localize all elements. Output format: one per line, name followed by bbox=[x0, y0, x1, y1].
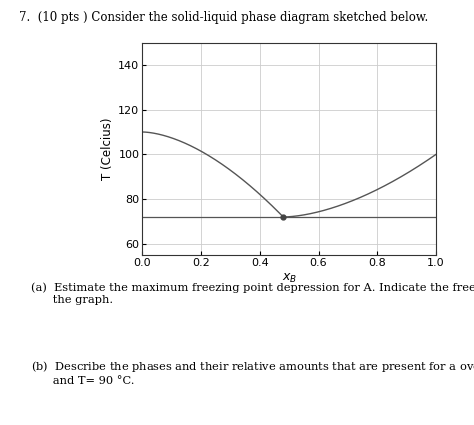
Text: (a)  Estimate the maximum freezing point depression for A. Indicate the freezing: (a) Estimate the maximum freezing point … bbox=[31, 283, 474, 305]
Text: 7.  (10 pts ) Consider the solid-liquid phase diagram sketched below.: 7. (10 pts ) Consider the solid-liquid p… bbox=[19, 11, 428, 24]
Text: (b)  Describe the phases and their relative amounts that are present for a overa: (b) Describe the phases and their relati… bbox=[31, 359, 474, 386]
Y-axis label: T (Celcius): T (Celcius) bbox=[101, 117, 114, 180]
X-axis label: $x_B$: $x_B$ bbox=[282, 272, 297, 285]
